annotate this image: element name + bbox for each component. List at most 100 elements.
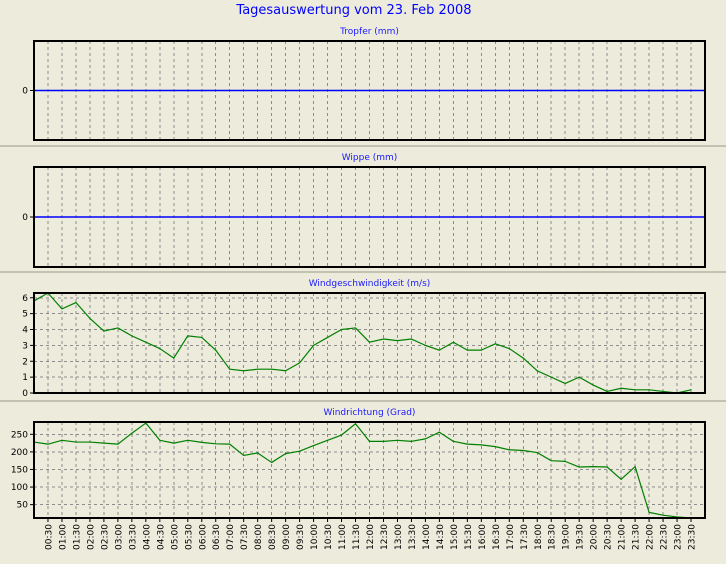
y-tick-label: 250 (11, 430, 28, 440)
data-point (536, 451, 538, 454)
panel-title: Windrichtung (Grad) (324, 408, 416, 418)
data-point (326, 439, 329, 441)
x-tick-label: 10:00 (310, 524, 320, 550)
data-point (662, 514, 664, 516)
data-point (117, 327, 119, 329)
panel-title: Tropfer (mm) (339, 27, 399, 37)
data-point (494, 343, 496, 345)
x-tick-label: 00:30 (44, 524, 54, 550)
y-tick-label: 2 (22, 357, 28, 367)
data-point (522, 357, 524, 359)
data-point (578, 466, 580, 468)
data-point (480, 444, 482, 446)
y-tick-label: 5 (22, 310, 28, 320)
x-tick-label: 07:30 (240, 524, 250, 550)
chart-panels: Tropfer (mm)0 Wippe (mm) 0 Windgeschwindigk… (0, 27, 726, 519)
data-point (438, 431, 440, 433)
data-point (229, 368, 231, 370)
x-tick-label: 18:00 (534, 524, 544, 550)
panel-title: Windgeschwindigkeit (m/s) (309, 279, 431, 289)
data-point (340, 328, 343, 331)
data-point (662, 390, 664, 393)
data-point (312, 344, 315, 346)
data-point (396, 439, 399, 441)
x-tick-label: 14:00 (422, 524, 432, 550)
x-tick-label: 02:30 (100, 524, 110, 550)
x-tick-label: 10:30 (324, 524, 334, 550)
panel-title: Wippe (mm) (342, 153, 398, 163)
data-point (145, 341, 147, 343)
data-point (89, 441, 91, 443)
data-point (634, 389, 636, 391)
data-point (215, 443, 217, 445)
data-point (89, 317, 91, 319)
data-point (285, 453, 287, 455)
data-point (103, 330, 105, 332)
data-point (480, 349, 482, 351)
x-tick-label: 15:30 (464, 524, 474, 550)
data-point (340, 434, 343, 436)
x-tick-label: 05:00 (170, 524, 180, 550)
x-tick-label: 23:30 (688, 524, 698, 550)
data-point (243, 454, 245, 457)
x-tick-label: 19:00 (562, 524, 572, 550)
data-point (201, 441, 203, 443)
x-tick-label: 22:00 (646, 524, 656, 550)
data-point (299, 450, 301, 452)
data-point (690, 389, 692, 391)
x-tick-label: 17:00 (506, 524, 516, 550)
x-tick-label: 06:00 (198, 524, 208, 550)
y-tick-label: 4 (22, 326, 28, 336)
x-tick-label: 20:30 (604, 524, 614, 550)
data-point (187, 439, 189, 441)
data-point (452, 440, 454, 442)
data-point (592, 466, 594, 468)
x-tick-label: 08:30 (268, 524, 278, 550)
chart-panel: Windgeschwindigkeit (m/s) 0 1 2 3 4 5 6 (0, 279, 726, 402)
x-tick-label: 03:30 (128, 524, 138, 550)
data-point (229, 443, 231, 445)
data-point (271, 368, 273, 370)
data-point (522, 449, 524, 452)
chart-panel: Tropfer (mm) 0 (0, 27, 726, 147)
y-tick-label: 100 (11, 483, 28, 493)
y-tick-label: 50 (17, 501, 29, 511)
data-point (466, 443, 468, 445)
data-point (410, 440, 413, 442)
data-point (620, 387, 622, 389)
data-point (368, 341, 371, 343)
data-point (243, 370, 245, 372)
data-point (187, 335, 189, 337)
data-point (354, 327, 357, 329)
data-point (299, 362, 301, 364)
series-line (33, 422, 692, 519)
data-point (173, 442, 175, 444)
x-tick-label: 04:30 (156, 524, 166, 550)
y-tick-label: 3 (22, 341, 28, 351)
series-line (33, 292, 692, 394)
data-point (215, 349, 217, 351)
data-point (117, 443, 119, 445)
x-tick-label: 06:30 (212, 524, 222, 550)
data-point (75, 441, 77, 443)
data-point (131, 432, 133, 434)
data-point (382, 338, 385, 340)
data-point (592, 384, 594, 386)
data-point (201, 336, 203, 339)
chart-panel: Windrichtung (Grad) 50 100 150 200 250 (11, 408, 706, 519)
y-tick-label: 0 (22, 389, 28, 399)
x-tick-label: 16:30 (492, 524, 502, 550)
data-point (550, 460, 552, 462)
x-tick-label: 13:00 (394, 524, 404, 550)
data-point (75, 301, 77, 304)
data-point (606, 390, 608, 393)
data-point (606, 466, 608, 468)
data-point (61, 439, 63, 441)
data-point (634, 466, 636, 468)
x-tick-label: 21:30 (632, 524, 642, 550)
data-point (648, 511, 650, 513)
x-tick-label: 21:00 (618, 524, 628, 550)
chart-title: Tagesauswertung vom 23. Feb 2008 (235, 3, 471, 18)
x-tick-label: 08:00 (254, 524, 264, 550)
plot-frame (33, 292, 706, 394)
